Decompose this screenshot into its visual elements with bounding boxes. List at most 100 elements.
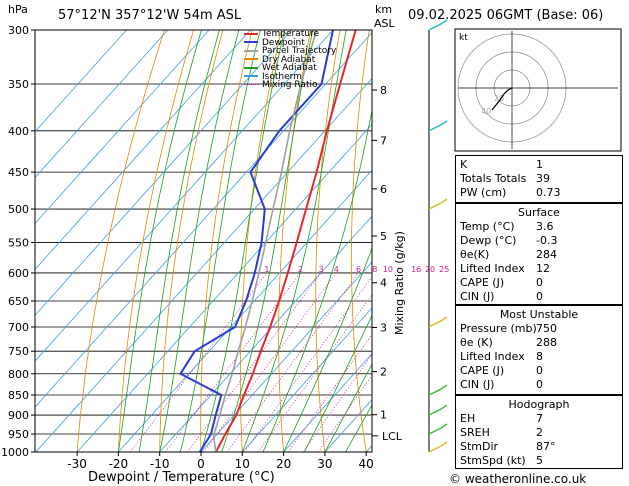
wet-adiabat-line [241, 30, 347, 452]
x-tick-label: 30 [317, 457, 332, 471]
wind-barb [428, 198, 448, 210]
legend-swatch [244, 32, 258, 35]
most-unstable-title: Most Unstable [499, 308, 579, 321]
surface-title: Surface [518, 206, 560, 219]
dewpoint-line [179, 30, 334, 452]
wind-barb [428, 120, 448, 132]
datetime-label: 09.02.2025 06GMT (Base: 06) [408, 8, 604, 23]
isotherm-line [200, 261, 372, 452]
most-unstable-row-label: CAPE (J) [460, 364, 505, 377]
surface-row-value: 0 [536, 276, 543, 289]
dry-adiabat-line [159, 30, 224, 452]
km-unit-label: km [375, 3, 393, 16]
most-unstable-row-label: CIN (J) [460, 378, 495, 391]
plot-area [35, 30, 449, 452]
hodograph-trace [491, 87, 513, 111]
hodograph-title: Hodograph [508, 398, 570, 411]
wet-adiabat-line [179, 30, 261, 452]
most-unstable-row-label: θe (K) [460, 336, 493, 349]
hodograph-row-value: 2 [536, 426, 543, 439]
wind-barb [428, 316, 448, 328]
wet-adiabat-line [200, 30, 285, 452]
pressure-tick-label: 450 [8, 166, 29, 179]
temperature-line [215, 30, 357, 452]
legend-label: Mixing Ratio [262, 80, 318, 90]
most-unstable-row-value: 0 [536, 378, 543, 391]
surface-row-value: 12 [536, 262, 550, 275]
pressure-tick-label: 700 [8, 321, 29, 334]
hodograph-row-label: StmSpd (kt) [460, 454, 526, 467]
legend-label: Temperature [262, 29, 320, 39]
wet-adiabat-line [138, 30, 220, 452]
isotherm-line [35, 30, 251, 270]
km-tick-label: 5 [380, 230, 387, 243]
mixing-ratio-line [203, 272, 337, 452]
indices-row-value: 0.73 [536, 186, 561, 199]
pressure-tick-label: 400 [8, 125, 29, 138]
legend-item: Dry Adiabat [244, 54, 316, 65]
pressure-tick-label: 550 [8, 236, 29, 249]
indices-row-label: Totals Totals [460, 172, 527, 185]
hodograph-ring-label: 40 [481, 107, 491, 116]
most-unstable-panel: Most Unstable Pressure (mb) 750 θe (K) 288 Li… [455, 305, 623, 395]
footer-credit: © weatheronline.co.uk [449, 472, 587, 486]
isotherm-line [35, 31, 372, 408]
km-tick-label: 6 [380, 183, 387, 196]
wet-adiabat-line [159, 30, 240, 452]
dry-adiabat-line [420, 30, 449, 452]
legend-swatch [244, 75, 258, 77]
km-tick-label: 4 [380, 277, 387, 290]
dry-adiabat-line [200, 30, 253, 452]
pressure-tick-label: 900 [8, 409, 29, 422]
hodograph-row-label: StmDir [460, 440, 499, 453]
hodograph-row-label: SREH [460, 426, 490, 439]
legend-label: Dry Adiabat [262, 54, 316, 65]
surface-row-value: -0.3 [536, 234, 558, 247]
legend-item: Dewpoint [244, 37, 305, 48]
isotherm-line [159, 215, 372, 452]
mixing-ratio-label: 20 [425, 265, 435, 274]
mixing-ratio-line [257, 294, 372, 452]
indices-row-value: 1 [536, 158, 543, 171]
surface-row-value: 3.6 [536, 220, 554, 233]
dry-adiabat-line [278, 30, 312, 452]
dry-adiabat-line [351, 30, 370, 452]
mixing-ratio-line [129, 272, 268, 452]
mixing-ratio-axis-title: Mixing Ratio (g/kg) [393, 231, 406, 335]
indices-row-label: K [460, 158, 468, 171]
hodograph-unit: kt [459, 33, 468, 43]
surface-row-label: Dewp (°C) [460, 234, 517, 247]
mixing-ratio-line [165, 272, 301, 452]
surface-row-value: 284 [536, 248, 557, 261]
hodograph-row-value: 5 [536, 454, 543, 467]
mixing-ratio-label: 2 [298, 265, 303, 274]
x-tick-label: -30 [67, 457, 87, 471]
wet-adiabat-line [303, 314, 372, 452]
legend: Temperature Dewpoint Parcel Trajectory Dry … [244, 30, 394, 92]
x-tick-label: 20 [276, 457, 291, 471]
hodograph-table-panel: Hodograph EH 7 SREH 2 StmDir 87° StmSpd (kt) 5 [455, 395, 623, 469]
legend-item: Isotherm [244, 72, 302, 82]
surface-row-label: CIN (J) [460, 290, 495, 303]
surface-row-label: Lifted Index [460, 262, 525, 275]
pressure-tick-label: 950 [8, 428, 29, 441]
parcel-trajectory-line [212, 30, 318, 452]
legend-item: Mixing Ratio [244, 81, 317, 90]
pressure-tick-label: 850 [8, 389, 29, 402]
wet-adiabat-line [262, 107, 372, 452]
hodograph-row-value: 87° [536, 440, 556, 453]
surface-panel: Surface Temp (°C) 3.6 Dewp (°C) -0.3 θe(K) 284… [455, 203, 623, 305]
x-tick-label: 40 [359, 457, 374, 471]
x-tick-label: 10 [235, 457, 250, 471]
most-unstable-row-value: 0 [536, 364, 543, 377]
hodograph-frame [454, 28, 622, 152]
isotherm-line [76, 123, 372, 452]
mixing-ratio-line [226, 272, 359, 452]
most-unstable-row-value: 288 [536, 336, 557, 349]
most-unstable-row-value: 8 [536, 350, 543, 363]
legend-swatch [244, 58, 258, 60]
legend-label: Dewpoint [262, 37, 305, 48]
mixing-ratio-line [187, 272, 322, 452]
legend-swatch [244, 66, 258, 69]
